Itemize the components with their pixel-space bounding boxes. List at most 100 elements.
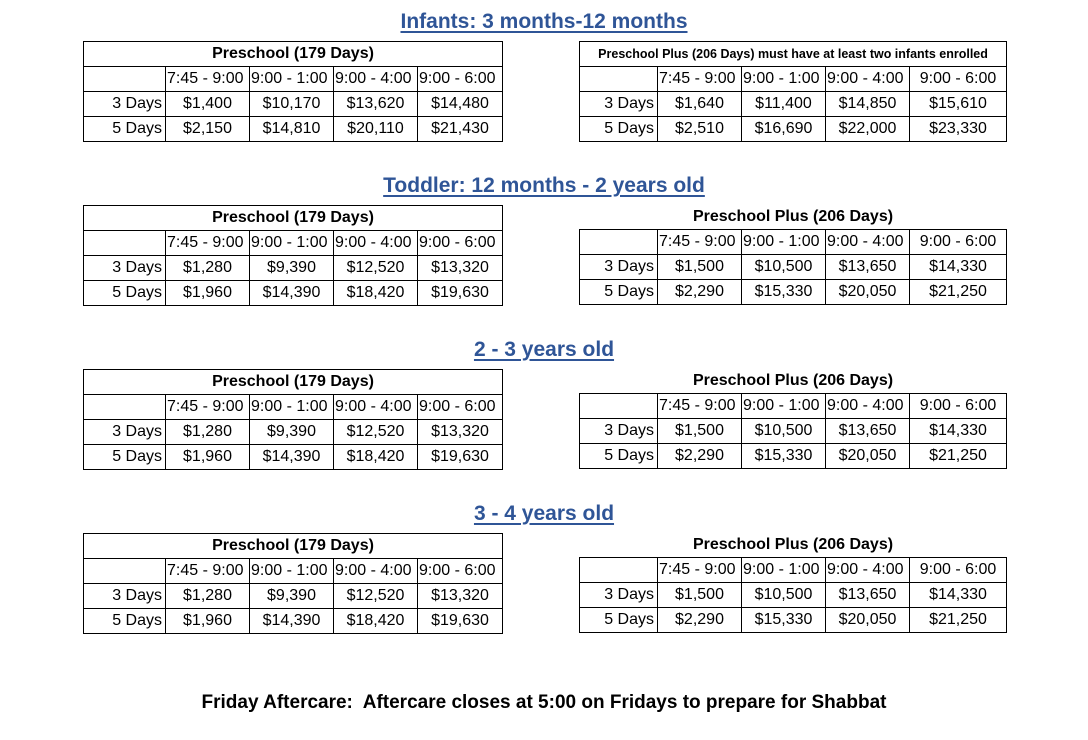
time-header: 9:00 - 1:00 — [741, 393, 826, 419]
price-cell: $23,330 — [908, 116, 1008, 142]
row-label: 5 Days — [579, 607, 658, 633]
price-cell: $20,050 — [825, 279, 910, 305]
price-cell: $1,960 — [165, 280, 250, 306]
time-header: 7:45 - 9:00 — [165, 66, 250, 92]
time-header: 9:00 - 1:00 — [249, 558, 334, 584]
row-label: 5 Days — [83, 116, 166, 142]
time-header: 7:45 - 9:00 — [657, 393, 742, 419]
price-cell: $13,320 — [416, 419, 504, 445]
price-cell: $1,960 — [165, 608, 250, 634]
time-header: 9:00 - 4:00 — [825, 393, 910, 419]
row-label: 3 Days — [579, 254, 658, 280]
time-header: 9:00 - 4:00 — [333, 558, 418, 584]
three-four-preschool-plus-table: Preschool Plus (206 Days) 7:45 - 9:00 9:… — [579, 533, 1007, 633]
row-label: 3 Days — [83, 419, 166, 445]
price-cell: $12,520 — [333, 419, 418, 445]
time-header: 7:45 - 9:00 — [165, 230, 250, 256]
row-label: 5 Days — [579, 279, 658, 305]
time-header: 9:00 - 1:00 — [249, 394, 334, 420]
price-cell: $10,500 — [741, 254, 826, 280]
table-heading: Preschool (179 Days) — [82, 41, 504, 67]
time-header: 9:00 - 4:00 — [825, 557, 910, 583]
price-cell: $13,650 — [825, 418, 910, 444]
price-cell: $20,110 — [333, 116, 418, 142]
section-title-toddler: Toddler: 12 months - 2 years old — [383, 174, 705, 197]
price-cell: $1,400 — [165, 91, 250, 117]
two-three-preschool-table: Preschool (179 Days) 7:45 - 9:00 9:00 - … — [82, 369, 504, 470]
infants-preschool-table: Preschool (179 Days) 7:45 - 9:00 9:00 - … — [82, 41, 504, 142]
row-label: 5 Days — [579, 443, 658, 469]
row-label: 5 Days — [579, 116, 658, 142]
price-cell: $18,420 — [333, 444, 418, 470]
section-title-3-4-years: 3 - 4 years old — [473, 502, 615, 525]
price-cell: $9,390 — [249, 419, 334, 445]
price-cell: $1,960 — [165, 444, 250, 470]
blank-cell — [83, 558, 166, 584]
price-cell: $14,390 — [249, 444, 334, 470]
price-cell: $2,290 — [657, 279, 742, 305]
table-heading: Preschool (179 Days) — [82, 205, 504, 231]
price-cell: $2,150 — [165, 116, 250, 142]
time-header: 9:00 - 1:00 — [741, 229, 826, 255]
time-header: 9:00 - 6:00 — [908, 66, 1008, 92]
price-cell: $19,630 — [416, 608, 504, 634]
table-heading: Preschool Plus (206 Days) — [692, 208, 894, 225]
time-header: 9:00 - 6:00 — [416, 558, 504, 584]
blank-cell — [83, 66, 166, 92]
time-header: 9:00 - 4:00 — [825, 66, 910, 92]
time-header: 9:00 - 1:00 — [249, 66, 334, 92]
row-label: 3 Days — [579, 582, 658, 608]
price-cell: $18,420 — [333, 608, 418, 634]
price-cell: $1,500 — [657, 254, 742, 280]
price-cell: $9,390 — [249, 583, 334, 609]
time-header: 9:00 - 1:00 — [249, 230, 334, 256]
price-cell: $14,330 — [909, 254, 1007, 280]
blank-cell — [579, 229, 658, 255]
table-heading: Preschool (179 Days) — [82, 533, 504, 559]
row-label: 5 Days — [83, 608, 166, 634]
price-cell: $14,480 — [416, 91, 504, 117]
price-cell: $14,330 — [909, 582, 1007, 608]
time-header: 9:00 - 4:00 — [825, 229, 910, 255]
time-header: 9:00 - 6:00 — [416, 394, 504, 420]
price-cell: $15,330 — [741, 443, 826, 469]
price-cell: $21,250 — [909, 279, 1007, 305]
time-header: 9:00 - 6:00 — [909, 229, 1007, 255]
price-cell: $15,610 — [908, 91, 1008, 117]
time-header: 9:00 - 4:00 — [333, 394, 418, 420]
three-four-preschool-table: Preschool (179 Days) 7:45 - 9:00 9:00 - … — [82, 533, 504, 634]
blank-cell — [579, 557, 658, 583]
price-cell: $22,000 — [825, 116, 910, 142]
price-cell: $19,630 — [416, 280, 504, 306]
price-cell: $14,810 — [249, 116, 334, 142]
blank-cell — [579, 66, 658, 92]
price-cell: $19,630 — [416, 444, 504, 470]
blank-cell — [83, 230, 166, 256]
price-cell: $13,320 — [416, 255, 504, 281]
table-heading: Preschool Plus (206 Days) — [692, 536, 894, 553]
price-cell: $15,330 — [741, 607, 826, 633]
table-heading: Preschool Plus (206 Days) — [692, 372, 894, 389]
time-header: 9:00 - 6:00 — [416, 230, 504, 256]
time-header: 9:00 - 6:00 — [909, 393, 1007, 419]
row-label: 5 Days — [83, 280, 166, 306]
table-heading: Preschool Plus (206 Days) must have at l… — [578, 41, 1008, 67]
two-three-preschool-plus-table: Preschool Plus (206 Days) 7:45 - 9:00 9:… — [579, 369, 1007, 469]
infants-preschool-plus-table: Preschool Plus (206 Days) must have at l… — [578, 41, 1008, 142]
time-header: 7:45 - 9:00 — [657, 66, 742, 92]
price-cell: $1,500 — [657, 582, 742, 608]
price-cell: $13,320 — [416, 583, 504, 609]
price-cell: $14,390 — [249, 280, 334, 306]
time-header: 9:00 - 1:00 — [741, 66, 826, 92]
price-cell: $18,420 — [333, 280, 418, 306]
price-cell: $16,690 — [741, 116, 826, 142]
price-cell: $10,500 — [741, 418, 826, 444]
price-cell: $14,850 — [825, 91, 910, 117]
price-cell: $10,500 — [741, 582, 826, 608]
price-cell: $15,330 — [741, 279, 826, 305]
price-cell: $20,050 — [825, 607, 910, 633]
price-cell: $21,430 — [416, 116, 504, 142]
price-cell: $12,520 — [333, 255, 418, 281]
price-cell: $10,170 — [249, 91, 334, 117]
price-cell: $11,400 — [741, 91, 826, 117]
